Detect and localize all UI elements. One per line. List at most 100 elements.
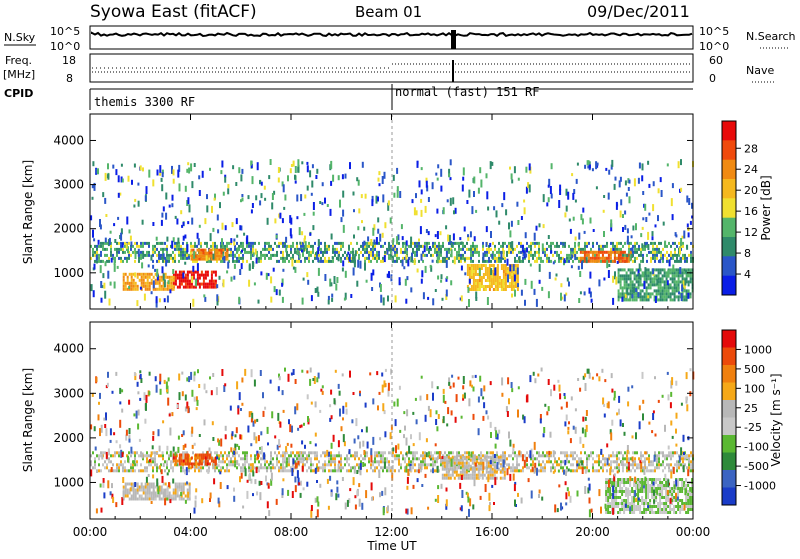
- data-cell: [205, 249, 207, 252]
- data-cell: [666, 251, 668, 254]
- data-cell: [324, 242, 326, 245]
- data-cell: [152, 251, 154, 254]
- data-cell: [110, 460, 112, 463]
- data-cell: [586, 457, 588, 460]
- data-cell: [600, 245, 602, 248]
- data-cell: [226, 469, 228, 472]
- data-cell: [670, 451, 672, 454]
- data-cell: [667, 499, 669, 502]
- data-cell: [654, 469, 656, 472]
- data-cell: [353, 209, 355, 212]
- data-cell: [549, 272, 551, 279]
- data-cell: [682, 457, 684, 460]
- data-cell: [405, 255, 407, 260]
- data-cell: [432, 457, 434, 460]
- data-cell: [676, 463, 678, 466]
- data-cell: [670, 245, 672, 248]
- data-cell: [649, 484, 651, 487]
- data-cell: [664, 466, 666, 469]
- data-cell: [590, 257, 592, 260]
- data-cell: [606, 251, 608, 254]
- data-cell: [165, 260, 167, 267]
- data-cell: [590, 251, 592, 254]
- data-cell: [494, 465, 496, 468]
- data-cell: [155, 288, 157, 291]
- data-cell: [652, 283, 654, 286]
- data-cell: [628, 187, 630, 191]
- data-cell: [240, 457, 242, 460]
- data-cell: [501, 264, 503, 267]
- data-cell: [617, 261, 619, 264]
- data-cell: [638, 248, 640, 251]
- data-cell: [125, 486, 127, 489]
- data-cell: [310, 460, 312, 463]
- data-cell: [260, 260, 262, 263]
- data-cell: [122, 179, 124, 183]
- data-cell: [468, 468, 470, 471]
- data-cell: [324, 260, 326, 263]
- data-cell: [498, 254, 500, 257]
- data-cell: [588, 257, 590, 260]
- data-cell: [614, 454, 616, 457]
- data-cell: [189, 498, 191, 501]
- data-cell: [491, 254, 493, 259]
- data-cell: [469, 276, 471, 279]
- data-cell: [620, 280, 622, 283]
- data-cell: [450, 198, 452, 206]
- data-cell: [179, 489, 181, 492]
- data-cell: [485, 288, 487, 291]
- data-cell: [551, 163, 553, 169]
- data-cell: [560, 451, 562, 454]
- data-cell: [175, 280, 177, 283]
- data-cell: [155, 282, 157, 285]
- data-cell: [328, 463, 330, 466]
- data-cell: [458, 245, 460, 248]
- data-cell: [161, 279, 163, 282]
- data-cell: [288, 463, 290, 466]
- data-cell: [199, 460, 201, 463]
- data-cell: [502, 471, 504, 474]
- data-cell: [370, 251, 372, 254]
- data-cell: [448, 251, 450, 254]
- data-cell: [674, 286, 676, 289]
- data-cell: [444, 459, 446, 462]
- data-cell: [368, 251, 370, 254]
- data-cell: [623, 478, 625, 481]
- data-cell: [362, 162, 364, 168]
- data-cell: [483, 288, 485, 291]
- nave-tick-top: 60: [709, 54, 723, 67]
- data-cell: [361, 194, 363, 198]
- data-cell: [287, 175, 289, 181]
- data-cell: [221, 252, 223, 255]
- data-cell: [664, 454, 666, 457]
- data-cell: [430, 463, 432, 466]
- colorbar-tick-label: 24: [744, 163, 758, 176]
- data-cell: [374, 460, 376, 463]
- data-cell: [468, 474, 470, 477]
- data-cell: [408, 460, 410, 463]
- data-cell: [130, 469, 132, 472]
- data-cell: [156, 237, 158, 241]
- data-cell: [616, 466, 618, 469]
- data-cell: [586, 242, 588, 245]
- data-cell: [438, 242, 440, 245]
- data-cell: [308, 242, 310, 245]
- data-cell: [528, 257, 530, 260]
- data-cell: [222, 454, 224, 457]
- data-cell: [671, 493, 673, 496]
- data-cell: [665, 499, 667, 502]
- data-cell: [302, 254, 304, 257]
- data-cell: [396, 454, 398, 457]
- data-cell: [434, 463, 436, 466]
- data-cell: [576, 257, 578, 260]
- data-cell: [370, 466, 372, 469]
- data-cell: [688, 466, 690, 469]
- data-cell: [678, 274, 680, 277]
- data-cell: [638, 457, 640, 460]
- data-cell: [553, 261, 555, 264]
- data-cell: [476, 474, 478, 477]
- data-cell: [187, 454, 189, 457]
- data-cell: [473, 288, 475, 291]
- data-cell: [374, 469, 376, 472]
- data-cell: [138, 245, 140, 248]
